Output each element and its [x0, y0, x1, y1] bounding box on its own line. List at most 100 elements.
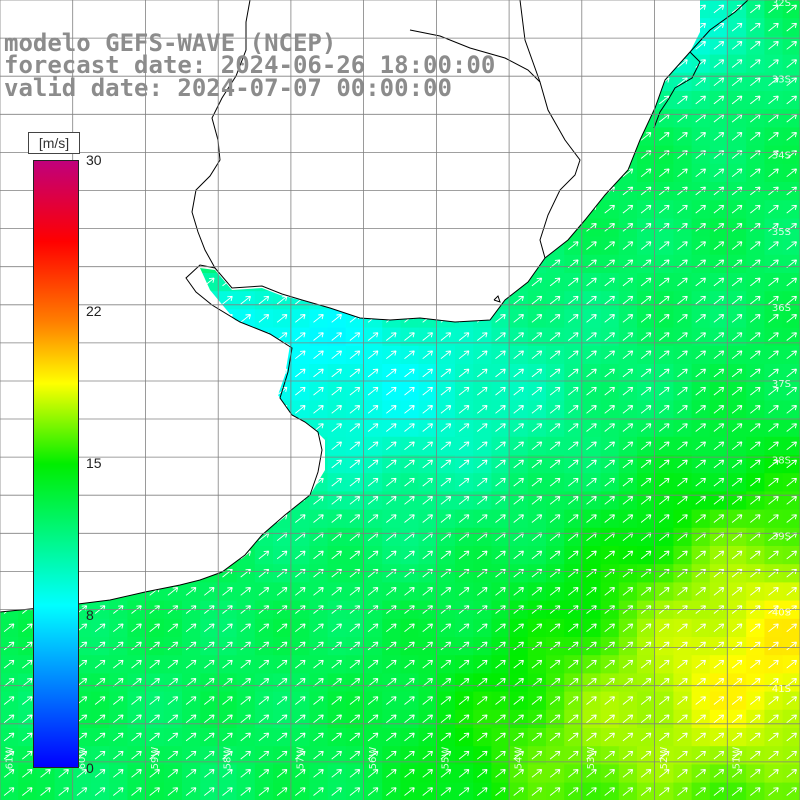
wind-speed-cell: [728, 418, 747, 438]
wind-speed-cell: [291, 709, 310, 729]
wind-speed-cell: [637, 236, 656, 256]
wind-speed-cell: [728, 254, 747, 274]
wind-arrow: [731, 623, 743, 633]
wind-arrow: [386, 732, 397, 742]
wind-arrow: [531, 332, 543, 341]
wind-speed-cell: [618, 436, 638, 456]
wind-speed-cell: [309, 637, 329, 656]
wind-arrow: [185, 641, 197, 651]
wind-speed-cell: [145, 728, 165, 747]
wind-arrow: [549, 623, 561, 633]
wind-speed-cell: [473, 436, 492, 456]
wind-arrow: [349, 368, 361, 378]
wind-arrow: [276, 550, 288, 560]
wind-arrow: [677, 514, 688, 523]
wind-speed-cell: [291, 582, 310, 602]
latitude-label: 37S: [772, 379, 791, 390]
wind-arrow: [786, 77, 797, 87]
wind-arrow: [695, 787, 706, 796]
wind-arrow: [731, 241, 743, 250]
wind-speed-cell: [473, 327, 492, 347]
wind-speed-cell: [546, 564, 565, 583]
wind-speed-cell: [746, 582, 765, 602]
wind-arrow: [295, 641, 306, 651]
wind-speed-cell: [509, 546, 529, 565]
wind-speed-cell: [709, 109, 729, 128]
wind-speed-cell: [236, 691, 256, 711]
wind-speed-cell: [327, 455, 347, 474]
colorbar-tick-label: 15: [86, 455, 102, 471]
wind-speed-cell: [309, 691, 329, 711]
wind-arrow: [750, 368, 761, 378]
wind-arrow: [768, 223, 779, 232]
wind-arrow: [240, 295, 251, 305]
wind-arrow: [786, 59, 797, 68]
wind-arrow: [404, 332, 415, 341]
wind-arrow: [659, 769, 670, 778]
wind-speed-cell: [709, 473, 729, 492]
wind-arrow: [713, 750, 725, 760]
wind-speed-cell: [728, 691, 747, 711]
wind-speed-cell: [400, 509, 420, 529]
wind-speed-cell: [691, 400, 711, 420]
wind-speed-cell: [582, 582, 602, 602]
wind-arrow: [22, 678, 33, 687]
wind-arrow: [3, 714, 15, 724]
wind-arrow: [677, 368, 688, 378]
wind-speed-cell: [709, 491, 729, 511]
wind-speed-cell: [709, 637, 729, 656]
wind-speed-cell: [764, 691, 784, 711]
wind-arrow: [458, 386, 470, 396]
wind-arrow: [713, 332, 725, 341]
wind-arrow: [386, 423, 397, 432]
wind-speed-cell: [91, 673, 110, 693]
wind-arrow: [440, 623, 452, 633]
wind-arrow: [513, 350, 524, 360]
wind-speed-cell: [600, 418, 620, 438]
wind-arrow: [477, 678, 488, 687]
wind-arrow: [149, 714, 160, 724]
wind-arrow: [640, 714, 652, 724]
land-mask: [0, 0, 700, 612]
wind-arrow: [568, 587, 579, 596]
wind-arrow: [258, 314, 270, 323]
wind-speed-cell: [691, 345, 711, 365]
wind-arrow: [568, 678, 579, 687]
wind-arrow: [659, 332, 670, 341]
wind-speed-cell: [637, 564, 656, 583]
wind-speed-cell: [746, 182, 765, 201]
wind-speed-cell: [127, 673, 147, 693]
coastline-segment: [653, 51, 701, 129]
wind-speed-cell: [236, 618, 256, 638]
wind-speed-cell: [364, 418, 383, 438]
wind-speed-cell: [691, 764, 711, 784]
wind-arrow: [531, 441, 543, 451]
wind-speed-cell: [0, 709, 19, 729]
wind-speed-cell: [345, 364, 365, 383]
wind-arrow: [258, 641, 270, 651]
wind-speed-cell: [655, 509, 674, 529]
wind-speed-cell: [637, 728, 656, 747]
wind-speed-cell: [327, 527, 347, 547]
wind-speed-cell: [436, 655, 456, 674]
wind-speed-cell: [637, 254, 656, 274]
wind-arrow: [549, 514, 561, 523]
wind-arrow: [713, 95, 725, 105]
wind-speed-cell: [200, 600, 219, 620]
wind-arrow: [422, 678, 433, 687]
wind-arrow: [513, 441, 524, 451]
wind-speed-cell: [382, 618, 401, 638]
wind-speed-cell: [709, 218, 729, 238]
wind-speed-cell: [364, 546, 383, 565]
wind-speed-cell: [291, 655, 310, 674]
wind-speed-cell: [637, 418, 656, 438]
wind-speed-cell: [764, 291, 784, 310]
wind-arrow: [331, 587, 342, 596]
wind-arrow: [568, 696, 579, 705]
wind-arrow: [677, 314, 688, 323]
wind-arrow: [768, 350, 779, 360]
wind-speed-cell: [709, 400, 729, 420]
wind-arrow: [586, 496, 597, 505]
latitude-label: 39S: [772, 532, 791, 543]
